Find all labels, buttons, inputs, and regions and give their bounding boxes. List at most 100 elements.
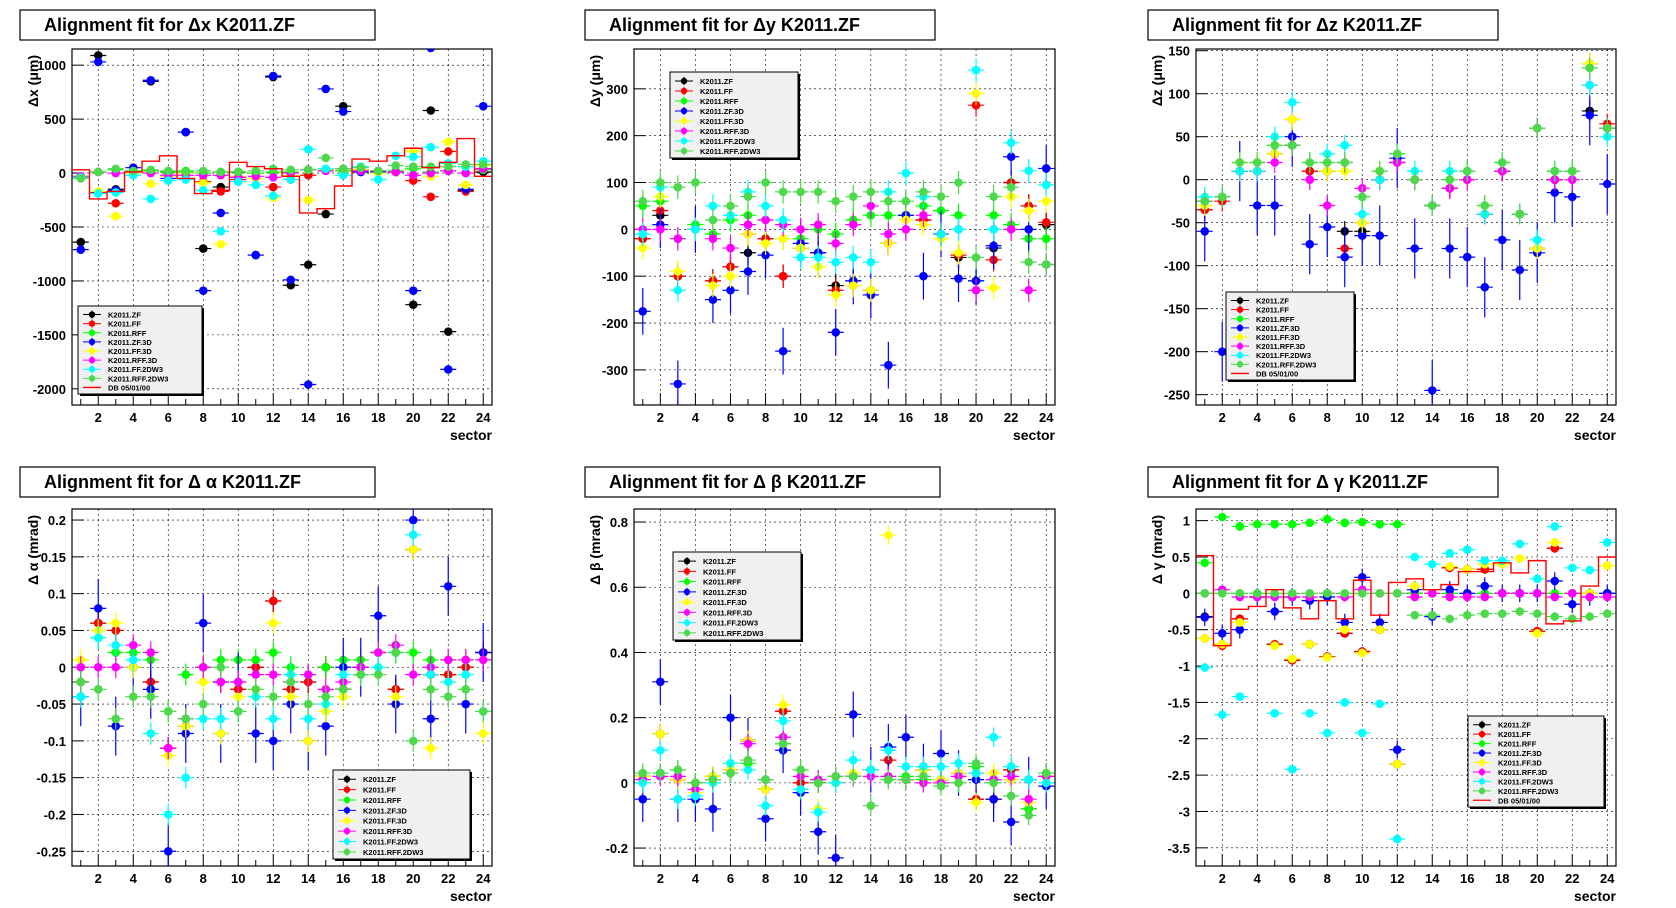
data-point (1515, 589, 1525, 598)
legend-entry: K2011.FF.2DW3 (703, 619, 758, 628)
data-point (638, 229, 648, 239)
data-point (1515, 554, 1525, 563)
data-point (866, 187, 876, 197)
data-point (673, 379, 683, 389)
data-point (1270, 607, 1280, 616)
data-point (919, 772, 928, 781)
y-tick-label: 0 (1183, 586, 1190, 601)
data-point (461, 699, 471, 709)
data-point (1375, 166, 1385, 176)
data-point (268, 692, 278, 702)
data-point (1375, 625, 1385, 634)
data-point (1462, 166, 1472, 176)
data-point (901, 225, 911, 234)
data-point (778, 234, 788, 244)
x-tick-label: 6 (1289, 871, 1296, 886)
legend-marker (680, 97, 688, 105)
data-point (1305, 239, 1315, 249)
data-point (1200, 589, 1210, 598)
data-point (1497, 235, 1507, 245)
data-point (461, 685, 471, 694)
data-point (989, 778, 998, 788)
data-point (1357, 192, 1367, 202)
chart-panel-3: 2 4 6 8 10 12 14 16 18 20 22 24150100500-50-100-150… (1147, 9, 1617, 443)
data-point (163, 707, 173, 716)
legend-entry: K2011.FF.3D (108, 347, 152, 356)
data-point (1024, 775, 1033, 784)
data-point (989, 732, 998, 742)
y-tick-label: 0 (1183, 173, 1190, 188)
data-point (303, 699, 313, 709)
data-point (1024, 225, 1033, 234)
data-point (1497, 158, 1507, 167)
y-tick-label: -2000 (33, 382, 66, 397)
data-point (778, 346, 788, 356)
legend: K2011.ZFK2011.FFK2011.RFFK2011.ZF.3DK201… (669, 71, 800, 160)
x-axis-label: sector (450, 888, 493, 904)
data-point (726, 271, 735, 281)
data-point (1322, 201, 1332, 210)
data-point (1357, 231, 1367, 240)
x-tick-label: 14 (301, 871, 316, 886)
legend-marker (88, 311, 96, 318)
data-point (1270, 709, 1280, 718)
y-tick-label: 300 (606, 82, 628, 97)
data-point (638, 307, 648, 316)
data-point (303, 165, 313, 175)
legend-entry: K2011.RFF.2DW3 (108, 374, 168, 383)
data-point (93, 189, 103, 198)
data-point (1532, 235, 1542, 245)
data-point (1445, 592, 1455, 602)
x-tick-label: 18 (1495, 410, 1509, 425)
data-point (93, 662, 103, 672)
chart-title-box (1147, 9, 1499, 41)
data-point (954, 210, 963, 220)
data-point (726, 768, 735, 778)
legend-entry: K2011.ZF (1256, 297, 1289, 306)
data-point (673, 765, 683, 775)
y-tick-label: 0.4 (610, 645, 629, 660)
data-point (673, 285, 683, 295)
chart-title: Alignment fit for Δz K2011.ZF (1172, 15, 1422, 35)
data-point (743, 192, 753, 201)
data-point (1200, 634, 1210, 643)
legend-marker (343, 796, 351, 804)
y-tick-label: 0.5 (1172, 550, 1190, 565)
data-point (461, 670, 471, 679)
data-point (1410, 244, 1420, 253)
x-tick-label: 18 (934, 871, 948, 886)
data-point (971, 285, 981, 295)
data-point (919, 210, 928, 220)
data-point (796, 765, 805, 775)
data-point (251, 250, 261, 260)
data-point (1410, 581, 1420, 591)
data-point (743, 267, 753, 276)
data-point (1427, 610, 1437, 620)
data-point (321, 84, 331, 94)
data-point (796, 785, 805, 794)
data-point (673, 794, 683, 804)
data-point (303, 670, 313, 679)
data-point (1322, 158, 1332, 167)
data-point (461, 160, 471, 169)
data-point (726, 201, 735, 211)
data-point (936, 749, 946, 758)
data-point (426, 714, 436, 724)
data-point (1480, 282, 1490, 292)
data-point (708, 775, 718, 784)
legend-marker (88, 320, 96, 327)
data-point (1357, 517, 1367, 527)
data-point (673, 182, 683, 192)
x-tick-label: 20 (406, 410, 420, 425)
data-point (1497, 609, 1507, 619)
data-point (1322, 514, 1332, 524)
data-point (778, 187, 788, 197)
legend-box (669, 71, 799, 159)
y-tick-label: 200 (606, 129, 628, 144)
chart-title-box (584, 466, 941, 498)
x-tick-label: 4 (130, 871, 138, 886)
data-point (1287, 764, 1297, 774)
data-point (443, 581, 453, 591)
data-point (128, 692, 138, 702)
data-point (1480, 592, 1490, 602)
